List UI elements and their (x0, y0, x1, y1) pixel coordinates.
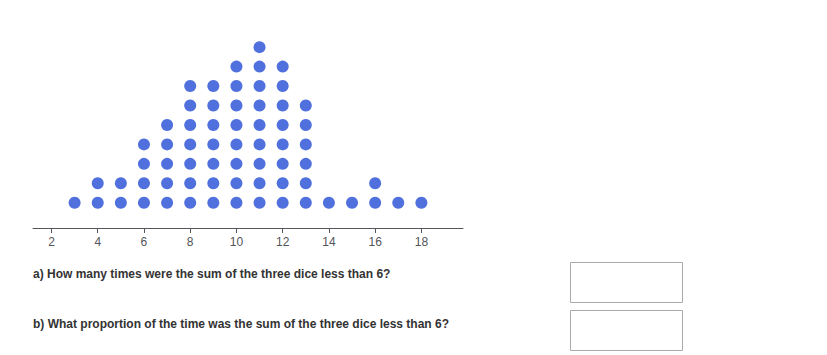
svg-text:12: 12 (276, 235, 290, 249)
svg-text:16: 16 (368, 235, 382, 249)
svg-text:b) What proportion of the time: b) What proportion of the time was the s… (33, 317, 449, 331)
svg-text:14: 14 (322, 235, 336, 249)
svg-text:2: 2 (48, 235, 55, 249)
svg-text:6: 6 (141, 235, 148, 249)
svg-text:18: 18 (415, 235, 429, 249)
svg-text:4: 4 (94, 235, 101, 249)
svg-text:10: 10 (230, 235, 244, 249)
svg-text:a) How many times were the sum: a) How many times were the sum of the th… (33, 267, 390, 281)
svg-text:8: 8 (187, 235, 194, 249)
